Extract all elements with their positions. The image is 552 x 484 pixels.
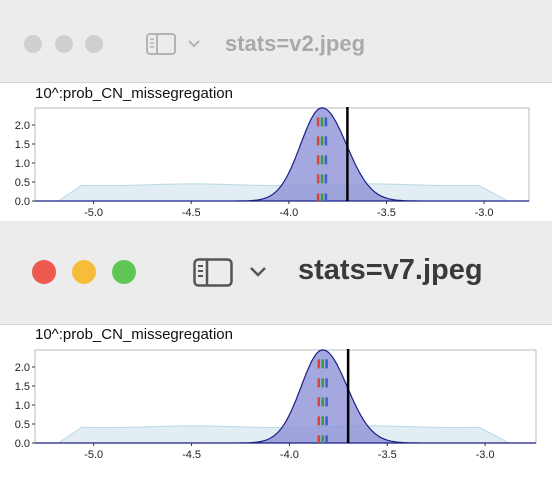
minimize-button[interactable] xyxy=(55,35,73,53)
window-stats-v2: stats=v2.jpeg 10^:prob_CN_missegregation… xyxy=(0,0,552,220)
plot-label: 10^:prob_CN_missegregation xyxy=(35,326,233,343)
window-stats-v7: stats=v7.jpeg 10^:prob_CN_missegregation… xyxy=(0,221,552,484)
x-tick-label: -3.0 xyxy=(476,449,495,461)
close-button[interactable] xyxy=(32,260,56,284)
window-title: stats=v2.jpeg xyxy=(225,31,366,56)
x-tick-label: -3.5 xyxy=(378,449,397,461)
window-titlebar[interactable]: stats=v2.jpeg xyxy=(0,0,552,83)
chevron-down-icon[interactable] xyxy=(187,39,201,49)
close-button[interactable] xyxy=(24,35,42,53)
x-tick-label: -5.0 xyxy=(84,449,103,461)
posterior-density-area xyxy=(35,107,529,202)
plot-label: 10^:prob_CN_missegregation xyxy=(35,85,233,102)
x-tick-label: -4.0 xyxy=(279,207,298,219)
window-titlebar[interactable]: stats=v7.jpeg xyxy=(0,221,552,325)
y-tick-label: 1.5 xyxy=(15,381,30,393)
density-chart: 0.0 0.5 1.0 1.5 2.0 -5.0 -4.5 -4.0 -3.5 -3.0 xyxy=(15,107,530,219)
sidebar-toggle-icon[interactable] xyxy=(146,33,176,55)
y-tick-label: 0.0 xyxy=(15,438,30,450)
minimize-button[interactable] xyxy=(72,260,96,284)
x-tick-label: -4.5 xyxy=(182,207,201,219)
y-tick-label: 2.0 xyxy=(15,120,30,132)
density-chart: 0.0 0.5 1.0 1.5 2.0 -5.0 -4.5 -4.0 -3.5 -3.0 xyxy=(15,349,537,461)
y-tick-label: 0.0 xyxy=(15,196,30,208)
y-tick-label: 1.0 xyxy=(15,158,30,170)
x-tick-label: -4.0 xyxy=(280,449,299,461)
y-tick-label: 0.5 xyxy=(15,419,30,431)
y-tick-label: 0.5 xyxy=(15,177,30,189)
x-tick-label: -3.0 xyxy=(475,207,494,219)
chevron-down-icon[interactable] xyxy=(249,266,267,278)
x-tick-label: -5.0 xyxy=(84,207,103,219)
posterior-density-area xyxy=(35,349,536,444)
window-title: stats=v7.jpeg xyxy=(298,254,483,286)
y-tick-label: 2.0 xyxy=(15,362,30,374)
y-tick-label: 1.5 xyxy=(15,139,30,151)
y-tick-label: 1.0 xyxy=(15,400,30,412)
x-tick-label: -4.5 xyxy=(182,449,201,461)
zoom-button[interactable] xyxy=(112,260,136,284)
zoom-button[interactable] xyxy=(85,35,103,53)
sidebar-toggle-icon[interactable] xyxy=(193,258,233,287)
x-tick-label: -3.5 xyxy=(377,207,396,219)
